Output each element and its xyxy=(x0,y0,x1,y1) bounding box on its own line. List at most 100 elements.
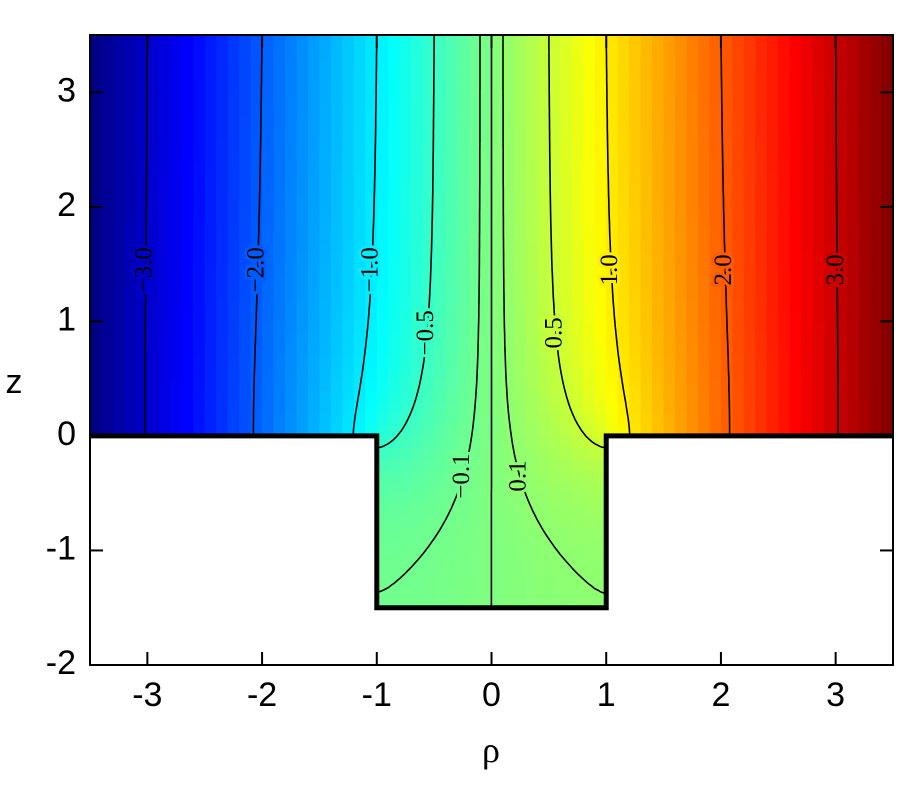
field-cell xyxy=(239,309,252,322)
field-cell xyxy=(422,401,435,414)
field-cell xyxy=(204,355,217,368)
field-cell xyxy=(330,264,343,277)
field-cell xyxy=(342,344,355,357)
field-cell xyxy=(847,172,860,185)
field-cell xyxy=(640,264,653,277)
field-cell xyxy=(296,172,309,185)
field-cell xyxy=(342,206,355,219)
field-cell xyxy=(330,241,343,254)
field-cell xyxy=(170,367,183,380)
field-cell xyxy=(112,126,126,139)
field-cell xyxy=(262,57,275,70)
field-cell xyxy=(262,344,275,357)
field-cell xyxy=(514,378,527,391)
field-cell xyxy=(285,46,298,59)
y-tick-label: 2 xyxy=(57,186,76,224)
field-cell xyxy=(571,218,584,231)
field-cell xyxy=(434,241,447,254)
field-cell xyxy=(480,69,493,82)
field-cell xyxy=(365,298,378,311)
field-cell xyxy=(445,332,458,345)
field-cell xyxy=(342,218,355,231)
field-cell xyxy=(743,92,756,105)
field-cell xyxy=(870,309,883,322)
field-cell xyxy=(629,298,642,311)
field-cell xyxy=(560,539,573,552)
field-cell xyxy=(434,458,447,471)
field-cell xyxy=(285,69,298,82)
field-cell xyxy=(342,413,355,426)
field-cell xyxy=(319,183,332,196)
field-cell xyxy=(640,46,653,59)
field-cell xyxy=(491,103,504,116)
field-cell xyxy=(445,413,458,426)
field-cell xyxy=(652,69,665,82)
field-cell xyxy=(296,57,309,70)
field-cell xyxy=(445,550,458,563)
field-cell xyxy=(686,46,699,59)
field-cell xyxy=(847,309,860,322)
field-cell xyxy=(250,401,263,414)
field-cell xyxy=(227,367,240,380)
field-cell xyxy=(743,413,756,426)
field-cell xyxy=(193,80,206,93)
field-cell xyxy=(216,206,229,219)
field-cell xyxy=(881,264,894,277)
field-cell xyxy=(112,390,126,403)
field-cell xyxy=(262,92,275,105)
field-cell xyxy=(502,172,516,185)
field-cell xyxy=(789,275,802,288)
field-cell xyxy=(778,149,791,162)
field-cell xyxy=(824,413,837,426)
field-cell xyxy=(709,321,722,334)
field-cell xyxy=(537,264,550,277)
field-cell xyxy=(216,115,229,128)
field-cell xyxy=(250,264,263,277)
field-cell xyxy=(537,584,550,597)
field-cell xyxy=(273,46,286,59)
field-cell xyxy=(434,493,447,506)
field-cell xyxy=(560,561,573,574)
field-cell xyxy=(652,149,665,162)
field-cell xyxy=(697,103,711,116)
field-cell xyxy=(663,149,676,162)
field-cell xyxy=(434,367,447,380)
field-cell xyxy=(376,206,389,219)
field-cell xyxy=(766,92,779,105)
field-cell xyxy=(491,206,504,219)
field-cell xyxy=(491,344,504,357)
field-cell xyxy=(273,195,286,208)
field-cell xyxy=(101,252,114,265)
field-cell xyxy=(319,35,332,48)
field-cell xyxy=(502,401,516,414)
field-cell xyxy=(560,527,573,540)
field-cell xyxy=(675,390,688,403)
field-cell xyxy=(434,149,447,162)
field-cell xyxy=(204,332,217,345)
field-cell xyxy=(365,401,378,414)
field-cell xyxy=(422,264,435,277)
field-cell xyxy=(399,309,412,322)
y-tick-label: -1 xyxy=(46,529,76,567)
field-cell xyxy=(216,138,229,151)
field-cell xyxy=(835,46,848,59)
field-cell xyxy=(824,321,837,334)
field-cell xyxy=(801,46,814,59)
field-cell xyxy=(227,46,240,59)
field-cell xyxy=(307,57,321,70)
field-cell xyxy=(594,57,607,70)
field-cell xyxy=(239,321,252,334)
field-cell xyxy=(847,138,860,151)
field-cell xyxy=(847,298,860,311)
field-cell xyxy=(90,252,103,265)
field-cell xyxy=(388,126,401,139)
field-cell xyxy=(353,321,366,334)
field-cell xyxy=(480,470,493,483)
field-cell xyxy=(606,161,619,174)
field-cell xyxy=(583,172,596,185)
field-cell xyxy=(170,264,183,277)
field-cell xyxy=(525,69,538,82)
field-cell xyxy=(594,172,607,185)
field-cell xyxy=(491,561,504,574)
field-cell xyxy=(720,126,733,139)
